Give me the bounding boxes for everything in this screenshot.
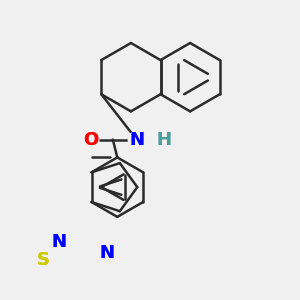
- Text: O: O: [83, 130, 98, 148]
- Text: H: H: [156, 130, 171, 148]
- Circle shape: [152, 133, 166, 146]
- Text: N: N: [52, 233, 67, 251]
- Circle shape: [99, 244, 115, 261]
- Text: N: N: [129, 130, 144, 148]
- Text: N: N: [52, 233, 67, 251]
- Text: N: N: [99, 244, 114, 262]
- Text: S: S: [37, 251, 50, 269]
- Text: N: N: [99, 244, 114, 262]
- Circle shape: [51, 234, 68, 250]
- Circle shape: [35, 252, 51, 268]
- Text: S: S: [37, 251, 50, 269]
- Circle shape: [82, 131, 99, 148]
- Text: O: O: [83, 130, 98, 148]
- Text: H: H: [156, 130, 171, 148]
- Text: N: N: [129, 130, 144, 148]
- Circle shape: [128, 131, 145, 148]
